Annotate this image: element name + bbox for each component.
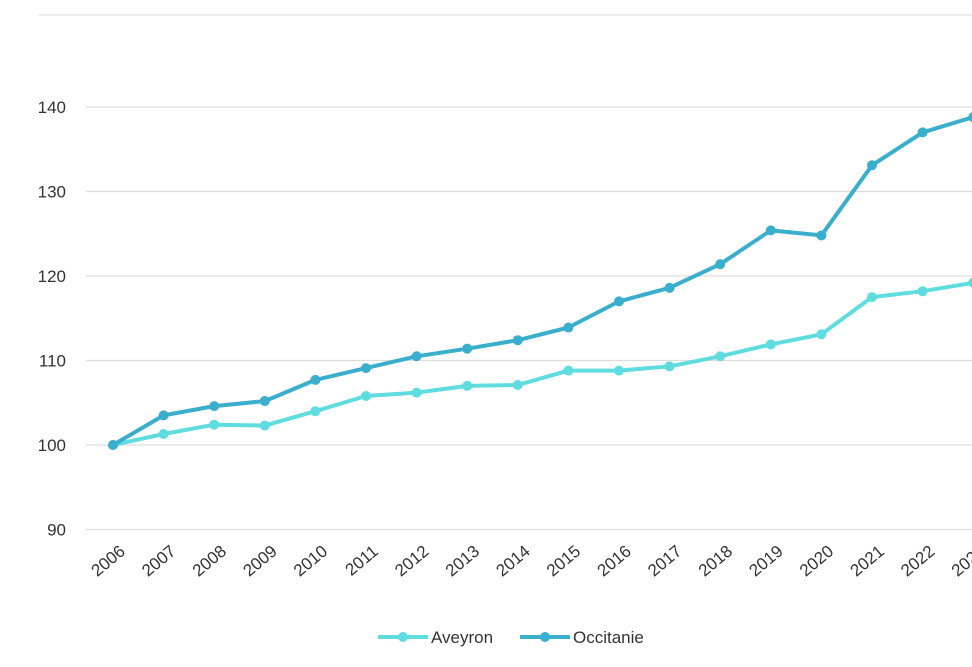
data-point-aveyron — [209, 419, 220, 430]
data-point-occitanie — [867, 160, 877, 171]
data-point-aveyron — [816, 329, 827, 340]
legend-label: Occitanie — [573, 628, 644, 647]
data-point-aveyron — [867, 292, 877, 303]
x-tick-label: 2013 — [442, 541, 483, 580]
data-point-occitanie — [108, 440, 118, 450]
x-tick-label: 2015 — [543, 541, 584, 580]
data-point-aveyron — [664, 361, 675, 372]
x-tick-label: 2023 — [948, 541, 972, 580]
gridlines — [38, 14, 972, 531]
data-point-occitanie — [816, 230, 827, 241]
y-tick-label: 140 — [38, 98, 66, 117]
x-tick-label: 2021 — [847, 541, 888, 580]
data-point-aveyron — [361, 390, 371, 401]
legend: Aveyron Occitanie — [378, 628, 644, 647]
data-point-occitanie — [411, 351, 422, 362]
y-tick-label: 130 — [38, 183, 66, 202]
legend-swatch-marker — [398, 632, 408, 642]
data-point-aveyron — [968, 277, 972, 288]
series-line-aveyron — [111, 280, 972, 447]
data-point-occitanie — [512, 335, 523, 346]
data-point-occitanie — [259, 396, 270, 407]
data-point-aveyron — [512, 380, 523, 391]
data-point-aveyron — [614, 365, 624, 376]
legend-item-occitanie: Occitanie — [520, 628, 644, 647]
data-point-occitanie — [715, 259, 726, 270]
y-tick-label: 110 — [39, 352, 66, 371]
x-tick-label: 2022 — [897, 541, 938, 580]
data-point-aveyron — [411, 387, 422, 398]
legend-swatch-marker — [540, 632, 550, 642]
x-tick-label: 2011 — [342, 541, 382, 579]
x-tick-label: 2016 — [594, 541, 635, 580]
x-tick-label: 2010 — [290, 541, 331, 580]
data-point-aveyron — [310, 406, 321, 417]
x-tick-label: 2014 — [492, 541, 533, 580]
data-point-aveyron — [158, 429, 169, 440]
data-point-occitanie — [917, 127, 928, 138]
legend-label: Aveyron — [431, 628, 493, 647]
legend-item-aveyron: Aveyron — [378, 628, 493, 647]
x-tick-label: 2012 — [391, 541, 432, 580]
data-point-occitanie — [563, 322, 574, 333]
data-point-occitanie — [158, 410, 169, 421]
data-point-aveyron — [462, 380, 473, 391]
data-point-occitanie — [310, 374, 321, 385]
y-tick-label: 120 — [38, 267, 66, 286]
x-tick-label: 2007 — [138, 541, 179, 580]
data-point-occitanie — [209, 401, 220, 412]
data-point-aveyron — [563, 365, 574, 376]
x-tick-label: 2006 — [88, 541, 129, 580]
data-point-aveyron — [259, 420, 270, 431]
data-point-occitanie — [361, 363, 371, 374]
data-point-occitanie — [614, 296, 624, 307]
data-point-aveyron — [715, 351, 726, 362]
y-tick-label: 90 — [47, 521, 66, 540]
x-tick-label: 2008 — [189, 541, 230, 580]
data-point-occitanie — [968, 112, 972, 122]
data-point-occitanie — [664, 282, 675, 293]
x-tick-label: 2018 — [695, 541, 736, 580]
y-axis: 90 100 110 120 130 140 — [38, 98, 66, 540]
data-point-aveyron — [765, 339, 776, 350]
data-point-aveyron — [917, 286, 928, 297]
x-tick-label: 2009 — [239, 541, 280, 580]
x-axis: 2006 2007 2008 2009 2010 2011 2012 2013 2014 2015… — [88, 541, 972, 580]
series-line-occitanie — [111, 115, 972, 447]
x-tick-label: 2019 — [745, 541, 786, 580]
data-point-occitanie — [765, 225, 776, 236]
series-group — [108, 112, 972, 450]
x-tick-label: 2020 — [796, 541, 837, 580]
x-tick-label: 2017 — [644, 541, 685, 580]
data-point-occitanie — [462, 343, 473, 354]
y-tick-label: 100 — [38, 436, 66, 455]
